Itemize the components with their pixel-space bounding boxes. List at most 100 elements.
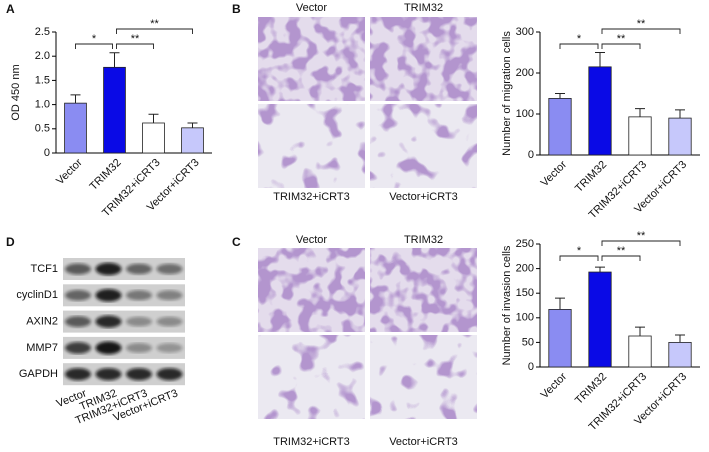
x-tick-label: Vector xyxy=(54,156,85,187)
significance-bracket xyxy=(601,43,641,49)
y-tick-label: 2.0 xyxy=(35,50,50,62)
error-bar xyxy=(70,94,81,104)
blot-strip xyxy=(63,363,185,386)
bar xyxy=(588,271,612,368)
blot-band xyxy=(65,289,91,301)
micrograph xyxy=(370,104,477,188)
y-tick-label: 0 xyxy=(528,149,534,161)
blot-strip xyxy=(63,284,185,307)
blot-strip xyxy=(63,336,185,359)
y-axis-label: Number of migration cells xyxy=(501,31,513,156)
significance-label: * xyxy=(92,33,97,45)
y-tick-label: 1.5 xyxy=(35,74,50,86)
error-bar xyxy=(148,113,159,123)
bar xyxy=(588,66,612,156)
panel-label: D xyxy=(6,235,15,249)
bar xyxy=(103,66,126,154)
blot-band xyxy=(126,263,152,275)
x-tick-label: TRIM32 xyxy=(573,159,609,195)
error-bar xyxy=(555,93,565,99)
significance-bracket xyxy=(601,28,681,34)
error-bar xyxy=(595,52,605,67)
image-label: TRIM32 xyxy=(404,234,443,246)
blot-band xyxy=(126,290,152,301)
error-bar xyxy=(109,52,120,68)
bar xyxy=(64,102,87,154)
x-tick-label: Vector xyxy=(539,158,570,189)
micrograph xyxy=(258,104,365,188)
y-tick-label: 250 xyxy=(516,238,534,250)
significance-label: ** xyxy=(637,18,646,30)
bar xyxy=(668,117,692,156)
image-label: Vector xyxy=(296,2,328,14)
blot-band xyxy=(156,290,183,301)
blot-band xyxy=(65,316,91,328)
significance-label: ** xyxy=(150,18,159,30)
error-bar xyxy=(675,334,685,343)
image-label: TRIM32+iCRT3 xyxy=(273,191,350,203)
significance-label: * xyxy=(577,33,582,45)
error-bar xyxy=(595,266,605,273)
significance-bracket xyxy=(116,28,193,34)
y-tick-label: 100 xyxy=(516,108,534,120)
panel-label: C xyxy=(232,235,241,249)
blot-band xyxy=(126,343,152,353)
y-tick-label: 2.5 xyxy=(35,26,50,38)
error-bar xyxy=(555,297,565,310)
y-tick-label: 0 xyxy=(528,361,534,373)
error-bar xyxy=(187,122,198,128)
image-label: TRIM32 xyxy=(404,2,443,14)
y-tick-label: 50 xyxy=(522,336,534,348)
significance-bracket xyxy=(75,43,113,49)
significance-bracket xyxy=(116,43,154,49)
blot-band xyxy=(126,368,152,381)
blot-row-label: cyclinD1 xyxy=(16,289,58,301)
image-label: Vector xyxy=(296,234,328,246)
blot-row-label: TCF1 xyxy=(31,263,59,275)
blot-row-label: AXIN2 xyxy=(26,316,58,328)
bar xyxy=(142,122,165,154)
micrograph xyxy=(370,17,477,101)
y-axis-label: OD 450 nm xyxy=(10,64,22,120)
blot-band xyxy=(156,263,183,275)
blot-row-label: MMP7 xyxy=(26,342,58,354)
blot-band xyxy=(95,315,122,328)
bar xyxy=(548,98,572,156)
blot-band xyxy=(65,368,91,381)
blot-band xyxy=(156,316,183,327)
y-tick-label: 150 xyxy=(516,287,534,299)
significance-bracket xyxy=(559,43,599,49)
micrograph xyxy=(370,335,477,419)
blot-band xyxy=(95,262,122,276)
y-tick-label: 1.0 xyxy=(35,99,50,111)
blot-strip xyxy=(63,310,185,333)
bar xyxy=(668,341,692,368)
panel-label: A xyxy=(6,2,15,16)
micrograph xyxy=(258,17,365,101)
blot-band xyxy=(126,316,152,327)
significance-label: ** xyxy=(617,245,626,257)
panel-label: B xyxy=(232,2,241,16)
blot-band xyxy=(95,341,122,355)
bar xyxy=(628,116,652,156)
significance-bracket xyxy=(601,240,681,246)
x-tick-label: Vector xyxy=(539,370,570,401)
image-label: Vector+iCRT3 xyxy=(389,436,458,448)
y-axis-label: Number of invasion cells xyxy=(501,245,513,365)
x-tick-label: TRIM32 xyxy=(88,157,124,193)
bar xyxy=(181,127,204,154)
y-tick-label: 0 xyxy=(44,147,50,159)
error-bar xyxy=(675,109,685,119)
y-tick-label: 300 xyxy=(516,26,534,38)
bar xyxy=(548,309,572,368)
blot-band xyxy=(95,368,122,381)
image-label: Vector+iCRT3 xyxy=(389,191,458,203)
micrograph xyxy=(370,248,477,332)
y-tick-label: 100 xyxy=(516,312,534,324)
y-tick-label: 200 xyxy=(516,67,534,79)
significance-label: ** xyxy=(617,33,626,45)
error-bar xyxy=(635,326,645,337)
bar xyxy=(628,335,652,368)
blot-band xyxy=(95,289,122,302)
